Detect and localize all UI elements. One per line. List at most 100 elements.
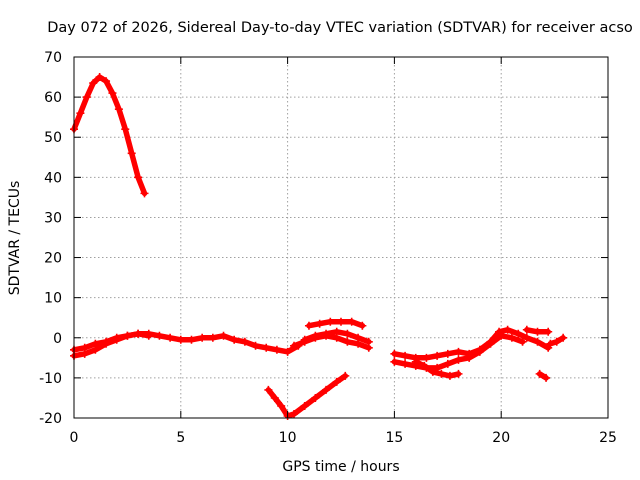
data-point [347, 317, 356, 326]
data-point [134, 173, 143, 182]
x-axis-label: GPS time / hours [282, 459, 399, 475]
data-point [176, 335, 185, 344]
data-point [354, 333, 363, 342]
data-point [290, 341, 299, 350]
data-point [264, 385, 273, 394]
data-point [544, 327, 553, 336]
data-point [507, 333, 516, 342]
data-point [401, 351, 410, 360]
data-point [445, 371, 454, 380]
x-tick-label: 5 [176, 430, 185, 446]
data-point [358, 321, 367, 330]
data-point [262, 343, 271, 352]
data-point [475, 347, 484, 356]
data-point [91, 339, 100, 348]
data-point [208, 333, 217, 342]
data-point [277, 401, 286, 410]
x-tick-label: 20 [492, 430, 510, 446]
y-tick-label: 0 [53, 331, 62, 347]
data-point [102, 337, 111, 346]
data-point [552, 337, 561, 346]
data-point [542, 373, 551, 382]
x-tick-label: 15 [385, 430, 403, 446]
data-point [454, 369, 463, 378]
series-arc-10 [411, 357, 463, 380]
data-point [140, 189, 149, 198]
series-arc-1 [70, 73, 149, 198]
data-point [465, 353, 474, 362]
data-point [343, 329, 352, 338]
data-point [332, 377, 341, 386]
data-point [95, 73, 104, 82]
data-point [290, 409, 299, 418]
data-point [401, 359, 410, 368]
series-arc-5 [300, 327, 373, 346]
data-point [76, 109, 85, 118]
y-tick-label: 20 [44, 251, 62, 267]
data-point [315, 319, 324, 328]
data-point [343, 337, 352, 346]
data-point [112, 333, 121, 342]
data-point [422, 353, 431, 362]
y-axis-label: SDTVAR / TECUs [7, 181, 23, 296]
plot-frame [73, 56, 609, 419]
data-point [486, 339, 495, 348]
x-tick-label: 25 [599, 430, 617, 446]
data-point [454, 355, 463, 364]
data-point [364, 337, 373, 346]
series-arc-7 [264, 371, 350, 420]
y-tick-label: 70 [44, 50, 62, 66]
series-arc-3 [70, 329, 153, 354]
data-point [535, 369, 544, 378]
data-point [102, 77, 111, 86]
y-tick-label: -10 [39, 371, 62, 387]
data-point [326, 317, 335, 326]
series-arc-9 [390, 331, 527, 372]
data-point [108, 89, 117, 98]
data-point [251, 341, 260, 350]
y-tick-label: 60 [44, 90, 62, 106]
data-point [533, 337, 542, 346]
data-point [89, 79, 98, 88]
series-arc-12 [546, 333, 568, 348]
data-point [134, 329, 143, 338]
data-point [270, 393, 279, 402]
data-point [514, 329, 523, 338]
data-point [428, 367, 437, 376]
y-tick-label: 30 [44, 210, 62, 226]
data-point [300, 335, 309, 344]
data-point [533, 327, 542, 336]
data-point [332, 327, 341, 336]
data-point [322, 385, 331, 394]
data-point [503, 325, 512, 334]
axis-ticks: 0 5 10 15 20 25 -20 -10 0 10 20 30 40 50 60 70 [39, 50, 617, 446]
data-point [454, 347, 463, 356]
data-points [70, 73, 568, 420]
data-point [121, 125, 130, 134]
data-point [322, 329, 331, 338]
data-point [187, 335, 196, 344]
data-point [311, 393, 320, 402]
series-arc-13 [535, 369, 551, 382]
x-tick-label: 10 [279, 430, 297, 446]
data-point [437, 369, 446, 378]
y-tick-label: 40 [44, 170, 62, 186]
data-point [166, 333, 175, 342]
data-point [411, 357, 420, 366]
data-point [522, 333, 531, 342]
data-point [283, 347, 292, 356]
series-arc-11 [522, 325, 553, 336]
data-point [230, 335, 239, 344]
data-point [300, 401, 309, 410]
data-point [198, 333, 207, 342]
series-trace [265, 373, 349, 419]
data-point [420, 361, 429, 370]
data-point [518, 337, 527, 346]
data-point [546, 339, 555, 348]
data-point [497, 331, 506, 340]
data-point [390, 349, 399, 358]
data-point [304, 321, 313, 330]
y-tick-label: 50 [44, 130, 62, 146]
data-point [240, 337, 249, 346]
data-point [433, 351, 442, 360]
